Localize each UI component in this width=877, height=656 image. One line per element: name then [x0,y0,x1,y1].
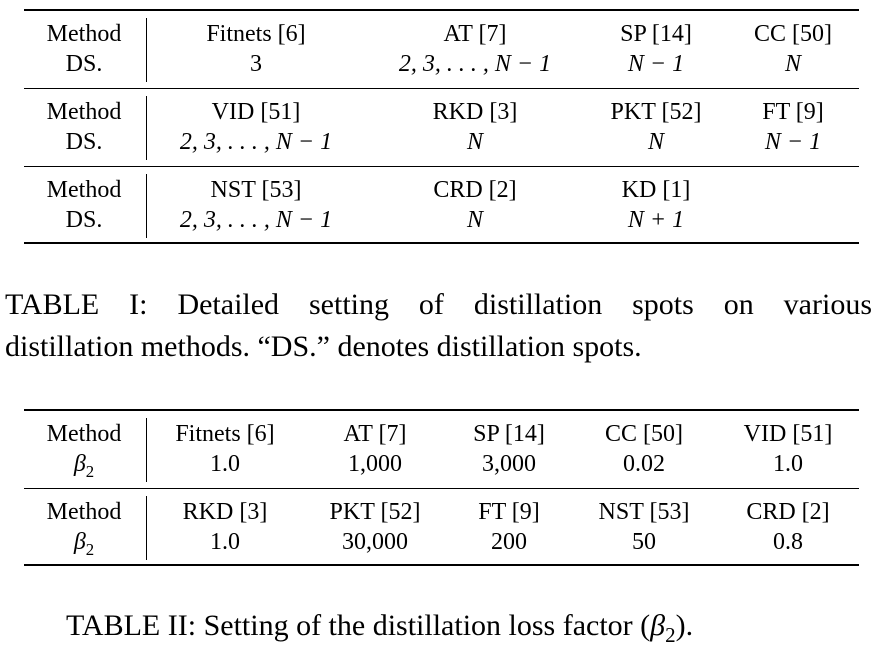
table-2-caption-suffix: ). [675,609,694,642]
method-name: Fitnets [6] [206,21,306,47]
table-1-caption: TABLE I: Detailed setting of distillatio… [5,284,872,368]
method-name: PKT [52] [329,499,421,525]
row-label-ds: DS. [65,207,103,233]
loss-factor-value: 1.0 [210,529,240,555]
method-name: SP [14] [620,21,692,47]
method-name: FT [9] [762,99,824,125]
table-2-caption-beta-sub: 2 [665,623,676,647]
method-name: AT [7] [343,421,407,447]
method-name: Fitnets [6] [175,421,275,447]
row-label-ds: DS. [65,51,103,77]
ds-value: N [466,129,484,155]
loss-factor-value: 1.0 [773,451,803,477]
ds-value: 2, 3, . . . , N − 1 [179,129,333,155]
method-name: CRD [2] [746,499,830,525]
loss-factor-value: 0.8 [773,529,803,555]
row-label-method: Method [46,177,122,203]
table-1-top-rule [24,9,859,12]
ds-value: N − 1 [627,51,685,77]
row-label-method: Method [46,21,122,47]
method-name: CC [50] [605,421,683,447]
table-2-caption: TABLE II: Setting of the distillation lo… [66,605,693,656]
table-2-group-rule [24,488,859,490]
method-name: SP [14] [473,421,545,447]
ds-value: 2, 3, . . . , N − 1 [179,207,333,233]
ds-value: N [466,207,484,233]
loss-factor-value: 200 [491,529,527,555]
loss-factor-value: 50 [632,529,656,555]
table-2-bottom-rule [24,564,859,567]
table-1-bottom-rule [24,242,859,245]
table-1-separator [146,18,148,82]
method-name: FT [9] [478,499,540,525]
table-1-separator [146,96,148,160]
table-1-caption-line-2: distillation methods. “DS.” denotes dist… [5,330,642,363]
method-name: NST [53] [210,177,302,203]
row-label-beta: β2 [74,528,94,564]
beta-symbol: β [73,529,86,555]
table-2-top-rule [24,409,859,412]
method-name: PKT [52] [610,99,702,125]
loss-factor-value: 0.02 [623,451,665,477]
method-name: RKD [3] [432,99,518,125]
row-label-method: Method [46,421,122,447]
method-name: VID [51] [211,99,301,125]
method-name: KD [1] [621,177,691,203]
beta-symbol: β [73,451,86,477]
method-name: CC [50] [754,21,832,47]
row-label-method: Method [46,99,122,125]
method-name: AT [7] [443,21,507,47]
ds-value: 3 [250,51,262,77]
method-name: VID [51] [743,421,833,447]
ds-value: N + 1 [627,207,685,233]
table-1-group-rule [24,166,859,168]
beta-subscript: 2 [85,539,95,559]
row-label-method: Method [46,499,122,525]
ds-value: N − 1 [764,129,822,155]
method-name: RKD [3] [182,499,268,525]
loss-factor-value: 1.0 [210,451,240,477]
method-name: CRD [2] [433,177,517,203]
loss-factor-value: 1,000 [348,451,402,477]
ds-value: 2, 3, . . . , N − 1 [398,51,552,77]
row-label-beta: β2 [74,450,94,486]
table-2-separator [146,418,148,482]
row-label-ds: DS. [65,129,103,155]
ds-value: N [647,129,665,155]
table-2-caption-beta: β [650,609,666,642]
method-name: NST [53] [598,499,690,525]
table-1-separator [146,174,148,238]
table-1-caption-line-1: TABLE I: Detailed setting of distillatio… [5,288,872,321]
loss-factor-value: 3,000 [482,451,536,477]
table-2-separator [146,496,148,560]
loss-factor-value: 30,000 [342,529,408,555]
ds-value: N [784,51,802,77]
beta-subscript: 2 [85,461,95,481]
table-1-group-rule [24,88,859,90]
table-2-caption-prefix: TABLE II: Setting of the distillation lo… [66,609,651,642]
